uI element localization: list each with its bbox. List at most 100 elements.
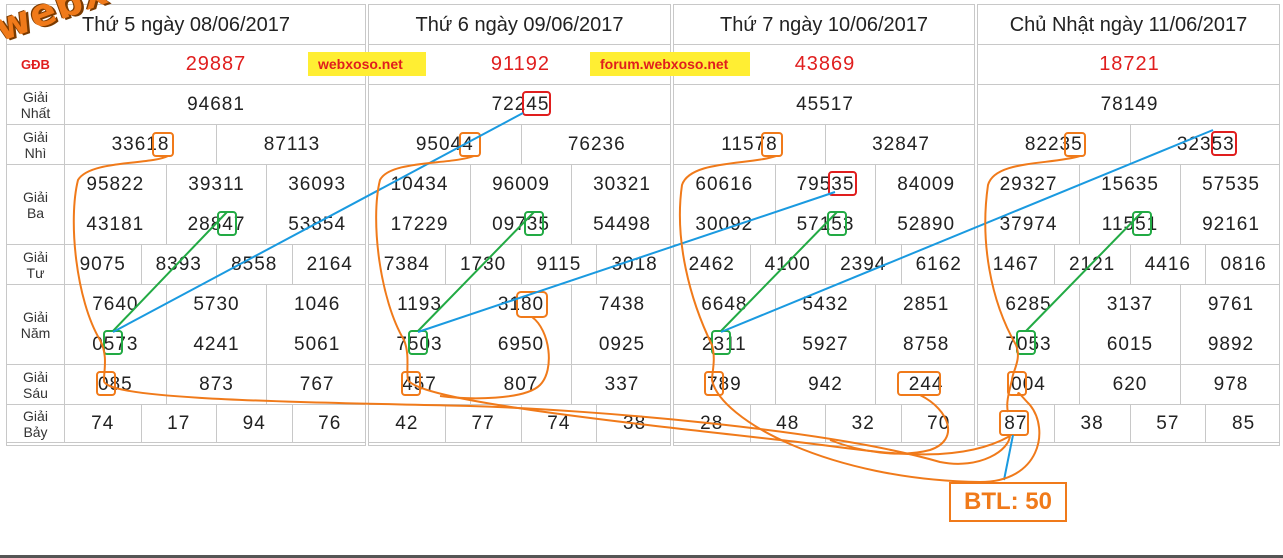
prize-number: 30321 <box>571 165 672 205</box>
prize-number: 873 <box>165 365 267 404</box>
prize-row-ba: 43181 28847 53854 <box>65 205 365 245</box>
prize-label-sau: Giải Sáu <box>7 365 65 405</box>
prize-number: 87113 <box>216 125 367 164</box>
prize-row-sau: 789 942 244 <box>674 365 974 405</box>
day-title: Chủ Nhật ngày 11/06/2017 <box>978 5 1279 45</box>
prize-number: 91192 <box>490 53 551 75</box>
prize-row-nhat: 72245 <box>369 85 670 125</box>
prize-row-gdb: 18721 <box>978 45 1279 85</box>
prize-number: 78149 <box>1100 93 1159 115</box>
prize-number: 72245 <box>491 93 550 115</box>
prize-number: 15635 <box>1079 165 1180 205</box>
prize-row-nam: 1193 3180 7438 <box>369 285 670 325</box>
prize-number: 53854 <box>266 205 367 244</box>
prize-number: 29887 <box>185 53 247 75</box>
prize-number: 95044 <box>415 133 474 155</box>
prize-number: 2462 <box>688 253 735 275</box>
prize-number: 2311 <box>701 333 747 355</box>
prize-row-gdb: 29887 <box>65 45 365 85</box>
prize-row-nhi: 95044 76236 <box>369 125 670 165</box>
prize-number: 32847 <box>825 125 976 164</box>
prize-row-nam: 7640 5730 1046 <box>65 285 365 325</box>
prize-row-nam: 6285 3137 9761 <box>978 285 1279 325</box>
prize-number: 17229 <box>390 213 449 235</box>
prize-number: 38 <box>596 405 672 442</box>
prize-number: 1467 <box>992 253 1040 275</box>
prize-number: 789 <box>706 373 742 395</box>
prize-number: 807 <box>470 365 571 404</box>
prize-number: 77 <box>444 405 521 442</box>
ad-banner-link[interactable]: webxoso.net <box>308 52 426 76</box>
prize-number: 76236 <box>520 125 673 164</box>
prize-number: 7053 <box>1005 333 1052 355</box>
prize-number: 09735 <box>470 205 571 244</box>
prize-number: 36093 <box>266 165 367 205</box>
prize-row-ba: 60616 79535 84009 <box>674 165 974 205</box>
prize-number: 10434 <box>390 174 449 195</box>
day-title: Thứ 7 ngày 10/06/2017 <box>674 5 974 45</box>
prize-number: 337 <box>571 365 672 404</box>
prize-number: 8393 <box>140 245 217 284</box>
prize-number: 620 <box>1079 365 1180 404</box>
prize-label-gdb: GĐB <box>7 45 65 85</box>
prize-number: 17 <box>140 405 217 442</box>
prize-number: 6162 <box>900 245 977 284</box>
prize-row-bay: 87 38 57 85 <box>978 405 1279 443</box>
prize-number: 085 <box>97 373 133 395</box>
prize-row-nam: 2311 5927 8758 <box>674 325 974 365</box>
prize-number: 244 <box>875 365 976 404</box>
prize-row-ba: 10434 96009 30321 <box>369 165 670 205</box>
prize-number: 3018 <box>596 245 672 284</box>
prize-row-ba: 30092 57153 52890 <box>674 205 974 245</box>
prize-number: 5061 <box>266 325 367 364</box>
prize-row-bay: 42 77 74 38 <box>369 405 670 443</box>
prize-number: 96009 <box>470 165 571 205</box>
prize-number: 45517 <box>796 93 854 115</box>
prize-number: 3180 <box>470 285 571 325</box>
prize-number: 5927 <box>774 325 876 364</box>
btl-result-box: BTL: 50 <box>949 482 1067 522</box>
prize-label-nam: Giải Năm <box>7 285 65 365</box>
prize-number: 42 <box>395 412 419 434</box>
prize-number: 84009 <box>875 165 976 205</box>
prize-row-nhat: 78149 <box>978 85 1279 125</box>
prize-number: 57535 <box>1180 165 1281 205</box>
prize-number: 004 <box>1011 373 1046 395</box>
prize-number: 57 <box>1129 405 1206 442</box>
prize-number: 30092 <box>695 213 754 235</box>
prize-row-nam: 0573 4241 5061 <box>65 325 365 365</box>
prize-number: 57153 <box>774 205 876 244</box>
prize-number: 18721 <box>1099 53 1160 75</box>
prize-number: 2121 <box>1053 245 1130 284</box>
prize-number: 8558 <box>216 245 292 284</box>
prize-number: 92161 <box>1180 205 1281 244</box>
prize-number: 32 <box>825 405 901 442</box>
prize-number: 94 <box>216 405 292 442</box>
prize-number: 87 <box>1004 412 1028 434</box>
prize-number: 79535 <box>774 165 876 205</box>
ad-banner-link[interactable]: forum.webxoso.net <box>590 52 750 76</box>
prize-number: 6648 <box>701 294 748 315</box>
day-title: Thứ 6 ngày 09/06/2017 <box>369 5 670 45</box>
day-title: Thứ 5 ngày 08/06/2017 <box>7 5 365 45</box>
prize-number: 94681 <box>187 93 245 115</box>
prize-number: 942 <box>774 365 876 404</box>
prize-row-nam: 7053 6015 9892 <box>978 325 1279 365</box>
prize-number: 32353 <box>1129 125 1282 164</box>
prize-number: 0816 <box>1205 245 1281 284</box>
prize-number: 85 <box>1205 405 1281 442</box>
prize-row-nam: 6648 5432 2851 <box>674 285 974 325</box>
prize-row-gdb: 43869 <box>674 45 974 85</box>
prize-number: 4241 <box>165 325 267 364</box>
prize-number: 54498 <box>571 205 672 244</box>
prize-number: 457 <box>402 373 437 395</box>
prize-number: 11578 <box>721 133 778 155</box>
day-panel: Chủ Nhật ngày 11/06/2017 18721 78149 82235 3… <box>977 4 1280 446</box>
prize-number: 1730 <box>444 245 521 284</box>
prize-row-ba: 29327 15635 57535 <box>978 165 1279 205</box>
prize-number: 48 <box>749 405 826 442</box>
prize-number: 38 <box>1053 405 1130 442</box>
prize-number: 43181 <box>86 213 145 235</box>
prize-number: 95822 <box>86 174 145 195</box>
prize-number: 28847 <box>165 205 267 244</box>
